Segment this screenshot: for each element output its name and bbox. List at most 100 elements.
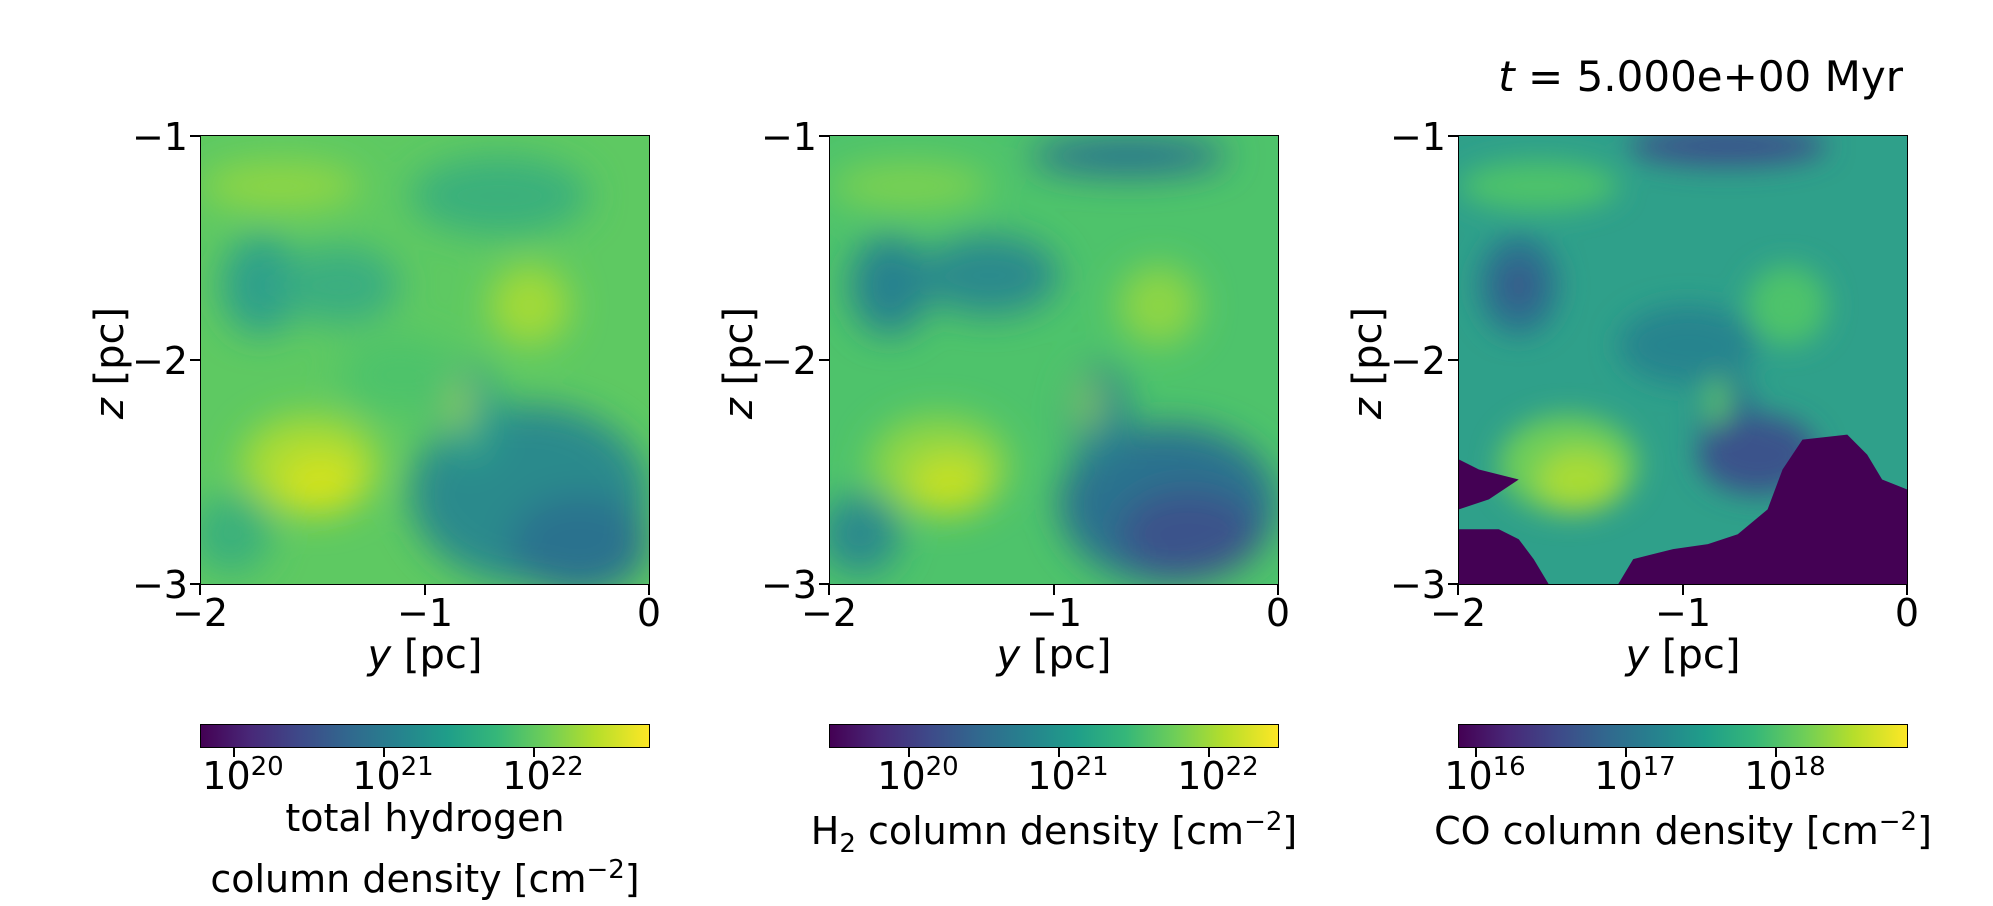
time-value: 5.000e+00 Myr	[1576, 52, 1903, 101]
heatmap-region	[410, 155, 590, 236]
tick-base: 10	[502, 754, 551, 798]
heatmap-region	[1459, 160, 1619, 211]
x-tickmark	[648, 585, 650, 595]
heatmap-region	[509, 494, 649, 584]
co-depleted-region	[1459, 459, 1519, 510]
heatmap-region	[1118, 489, 1259, 580]
colorbar-tick-label: 1020	[202, 752, 283, 798]
heatmap-region	[201, 494, 271, 575]
x-tickmark	[1457, 585, 1459, 595]
heatmap-region	[830, 494, 900, 575]
tick-exp: 22	[550, 752, 584, 782]
colorbar-label: total hydrogen column density [cm−2]	[175, 792, 675, 905]
y-tick-label: −3	[131, 563, 188, 607]
heatmap-region	[1628, 136, 1828, 166]
tick-exp: 17	[1642, 752, 1676, 782]
heatmap-h2-image	[830, 136, 1278, 584]
heatmap-region	[849, 235, 930, 336]
y-tickmark	[190, 359, 200, 361]
tick-base: 10	[1744, 754, 1793, 798]
label-text: CO column density [cm	[1434, 809, 1879, 853]
colorbar-tickmark	[1775, 748, 1777, 757]
heatmap-region	[909, 454, 990, 515]
colorbar-total-hydrogen	[200, 724, 650, 748]
heatmap-co-image	[1459, 136, 1907, 584]
colorbar-tick-label: 1021	[1027, 752, 1108, 798]
y-axis-label: z [pc]	[716, 243, 762, 483]
label-text: column density [cm	[210, 857, 587, 901]
colorbar-tick-label: 1022	[1177, 752, 1258, 798]
x-axis-label: y [pc]	[829, 632, 1279, 678]
tick-base: 10	[352, 754, 401, 798]
y-tick-label: −1	[760, 115, 817, 159]
x-tickmark	[424, 585, 426, 595]
x-tick-label: 0	[1894, 591, 1920, 635]
colorbar-label-line1: total hydrogen	[285, 796, 565, 840]
colorbar-co	[1458, 724, 1908, 748]
colorbar-tickmark	[1058, 748, 1060, 757]
heatmap-region	[1747, 265, 1828, 346]
tick-base: 10	[877, 754, 926, 798]
heatmap-h2	[829, 135, 1279, 585]
tick-exp: 22	[1225, 752, 1259, 782]
tick-exp: 16	[1492, 752, 1526, 782]
tick-exp: 20	[925, 752, 959, 782]
colorbar-label: H2 column density [cm−2]	[774, 796, 1334, 870]
tick-exp: 20	[250, 752, 284, 782]
y-tickmark	[1448, 583, 1458, 585]
heatmap-region	[1118, 265, 1199, 346]
heatmap-co	[1458, 135, 1908, 585]
tick-base: 10	[1444, 754, 1493, 798]
y-tick-label: −1	[1389, 115, 1446, 159]
y-axis-label: z [pc]	[87, 243, 133, 483]
label-text: ]	[1282, 809, 1298, 853]
heatmap-region	[830, 160, 990, 211]
y-axis-var: z	[716, 398, 762, 420]
heatmap-total-hydrogen	[200, 135, 650, 585]
colorbar-h2	[829, 724, 1279, 748]
y-tickmark	[190, 583, 200, 585]
y-axis-label: z [pc]	[1345, 243, 1391, 483]
tick-base: 10	[202, 754, 251, 798]
x-axis-unit: [pc]	[1020, 632, 1112, 678]
label-sub: 2	[839, 829, 856, 859]
label-text: ]	[1917, 809, 1932, 853]
colorbar-tick-label: 1017	[1594, 752, 1675, 798]
y-tickmark	[1448, 135, 1458, 137]
tick-base: 10	[1177, 754, 1226, 798]
y-tickmark	[190, 135, 200, 137]
tick-exp: 18	[1792, 752, 1826, 782]
time-title: t = 5.000e+00 Myr	[1498, 52, 1903, 101]
x-tick-label: −1	[1025, 591, 1083, 635]
colorbar-tick-label: 1021	[352, 752, 433, 798]
x-axis-label: y [pc]	[1458, 632, 1908, 678]
heatmap-total-hydrogen-image	[201, 136, 649, 584]
heatmap-region	[201, 160, 361, 211]
x-axis-label: y [pc]	[200, 632, 650, 678]
x-axis-unit: [pc]	[1649, 632, 1741, 678]
colorbar-tick-label: 1018	[1744, 752, 1825, 798]
label-text: column density [cm	[855, 809, 1245, 853]
y-tickmark	[1448, 359, 1458, 361]
x-tick-label: −1	[1654, 591, 1712, 635]
colorbar-tickmark	[233, 748, 235, 757]
x-axis-var: y	[367, 632, 392, 678]
x-tickmark	[1682, 585, 1684, 595]
y-tick-label: −3	[1389, 563, 1446, 607]
x-axis-unit: [pc]	[391, 632, 483, 678]
heatmap-region	[1503, 265, 1534, 306]
heatmap-region	[1068, 364, 1129, 465]
x-tick-label: −2	[171, 591, 229, 635]
colorbar-label-line2: column density [cm−2]	[175, 844, 675, 905]
x-tick-label: 0	[1265, 591, 1291, 635]
x-tick-label: 0	[636, 591, 662, 635]
colorbar-tickmark	[1475, 748, 1477, 757]
tick-exp: 21	[400, 752, 434, 782]
y-tick-label: −3	[760, 563, 817, 607]
colorbar-tickmark	[1208, 748, 1210, 757]
tick-exp: 21	[1075, 752, 1109, 782]
label-exp: −2	[1878, 807, 1918, 837]
y-axis-unit: [pc]	[716, 306, 762, 399]
x-axis-var: y	[996, 632, 1021, 678]
colorbar-tick-label: 1022	[502, 752, 583, 798]
